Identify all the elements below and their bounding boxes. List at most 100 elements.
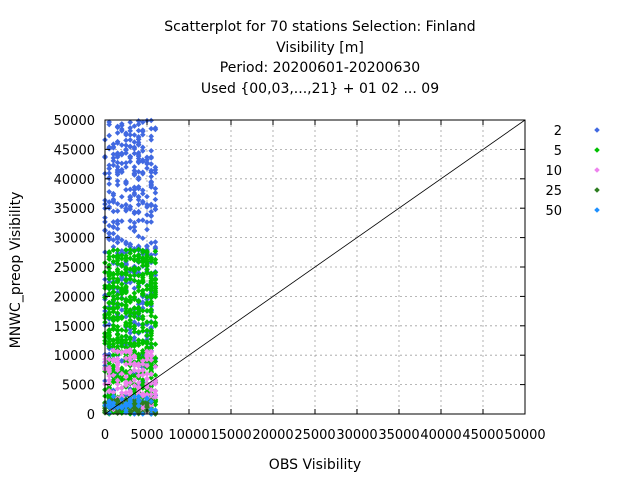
data-point (135, 209, 142, 216)
data-point (140, 290, 146, 297)
x-tick-label: 25000 (294, 428, 335, 443)
data-point (135, 183, 142, 190)
data-point (114, 279, 121, 285)
data-point (114, 271, 121, 277)
data-point (106, 377, 112, 383)
data-point (127, 392, 133, 398)
data-point (140, 328, 146, 334)
data-point (135, 402, 142, 409)
data-point (123, 355, 129, 362)
data-point (135, 127, 142, 134)
data-point (152, 276, 159, 282)
data-point (106, 279, 112, 285)
data-point (148, 340, 154, 347)
data-point (110, 308, 117, 315)
data-point (127, 341, 133, 347)
data-point (131, 253, 138, 259)
data-point (127, 326, 133, 333)
data-point (110, 247, 117, 254)
data-point (123, 370, 129, 377)
data-point (110, 379, 117, 385)
data-point (148, 283, 154, 290)
data-point (123, 164, 129, 170)
data-point (144, 356, 150, 363)
data-point (131, 313, 138, 320)
data-point (119, 349, 125, 356)
data-point (127, 204, 133, 210)
data-point (148, 306, 154, 313)
data-point (148, 136, 154, 143)
data-point (119, 343, 125, 350)
data-point (135, 201, 142, 208)
data-point (119, 338, 125, 344)
data-point (131, 362, 138, 369)
data-point (119, 307, 125, 313)
data-point (123, 276, 129, 283)
data-point (127, 403, 133, 410)
data-point (144, 301, 150, 308)
data-point (114, 292, 121, 298)
data-point (140, 148, 146, 154)
data-point (131, 248, 138, 254)
legend-marker (594, 147, 600, 153)
data-point (131, 389, 138, 395)
data-point (131, 294, 138, 300)
data-point (131, 268, 138, 274)
data-point (140, 300, 146, 307)
data-point (110, 151, 117, 158)
data-point (110, 208, 117, 215)
data-point (127, 250, 133, 257)
data-point (123, 379, 129, 385)
data-point (131, 150, 138, 157)
data-point (152, 248, 159, 255)
data-point (106, 250, 112, 256)
data-point (148, 324, 154, 331)
data-point (148, 154, 154, 160)
data-point (148, 219, 154, 225)
data-point (119, 122, 125, 129)
data-point (119, 291, 125, 297)
data-point (123, 348, 129, 354)
data-point (140, 249, 146, 256)
data-point (144, 338, 150, 345)
data-point (110, 314, 117, 320)
chart-title-line-4: Used {00,03,...,21} + 01 02 ... 09 (200, 81, 440, 97)
data-point (131, 132, 138, 138)
data-point (119, 281, 125, 287)
data-point (106, 132, 112, 139)
y-tick-label: 0 (87, 408, 95, 423)
data-point (123, 283, 129, 290)
data-point (110, 372, 117, 379)
data-point (135, 255, 142, 262)
data-point (131, 290, 138, 296)
data-point (127, 132, 133, 138)
data-point (131, 334, 138, 341)
legend-marker (594, 187, 600, 193)
data-point (135, 217, 142, 224)
data-point (148, 336, 154, 342)
data-point (123, 313, 129, 320)
data-point (135, 304, 142, 311)
data-point (135, 351, 142, 358)
data-point (110, 158, 117, 164)
data-point (106, 230, 112, 236)
data-point (114, 377, 121, 384)
data-point (114, 152, 121, 159)
data-point (135, 384, 142, 390)
y-tick-label: 5000 (62, 379, 95, 394)
data-point (144, 376, 150, 382)
data-point (135, 329, 142, 335)
data-point (106, 310, 112, 316)
data-point (131, 227, 138, 234)
data-point (127, 323, 133, 330)
data-point (135, 153, 142, 160)
data-point (119, 370, 125, 377)
data-point (110, 337, 117, 344)
data-point (123, 319, 129, 326)
data-point (123, 382, 129, 389)
data-point (152, 185, 159, 192)
data-point (127, 246, 133, 253)
data-point (106, 265, 112, 272)
data-point (144, 258, 150, 265)
